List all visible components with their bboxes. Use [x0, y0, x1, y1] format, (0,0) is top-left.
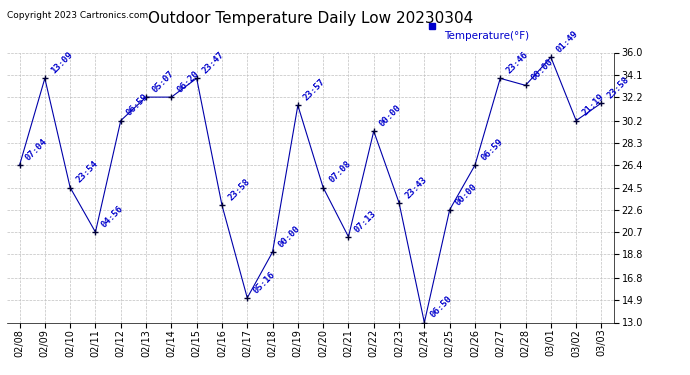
Text: 23:43: 23:43	[403, 175, 428, 200]
Text: 23:54: 23:54	[75, 159, 99, 185]
Text: 06:59: 06:59	[125, 93, 150, 118]
Text: 05:07: 05:07	[150, 69, 175, 94]
Text: 07:13: 07:13	[353, 209, 378, 234]
Text: Outdoor Temperature Daily Low 20230304: Outdoor Temperature Daily Low 20230304	[148, 11, 473, 26]
Text: 23:46: 23:46	[504, 50, 530, 75]
Text: 00:00: 00:00	[454, 182, 479, 207]
Text: 06:20: 06:20	[175, 69, 201, 94]
Text: 23:57: 23:57	[302, 77, 327, 102]
Text: 01:49: 01:49	[555, 29, 580, 54]
Text: 06:50: 06:50	[428, 294, 454, 320]
Text: 07:04: 07:04	[23, 137, 49, 162]
Text: 05:16: 05:16	[251, 270, 277, 295]
Text: 23:47: 23:47	[201, 50, 226, 75]
Text: Temperature(°F): Temperature(°F)	[444, 31, 529, 41]
Text: Copyright 2023 Cartronics.com: Copyright 2023 Cartronics.com	[7, 11, 148, 20]
Text: 23:58: 23:58	[226, 177, 251, 203]
Text: 00:00: 00:00	[530, 57, 555, 82]
Text: 04:56: 04:56	[99, 204, 125, 230]
Text: 00:00: 00:00	[378, 103, 403, 128]
Text: 13:09: 13:09	[49, 50, 75, 75]
Text: 06:59: 06:59	[479, 137, 504, 162]
Text: 21:19: 21:19	[580, 93, 606, 118]
Text: 00:00: 00:00	[277, 224, 302, 249]
Text: 23:58: 23:58	[606, 75, 631, 100]
Text: 07:08: 07:08	[327, 159, 353, 185]
